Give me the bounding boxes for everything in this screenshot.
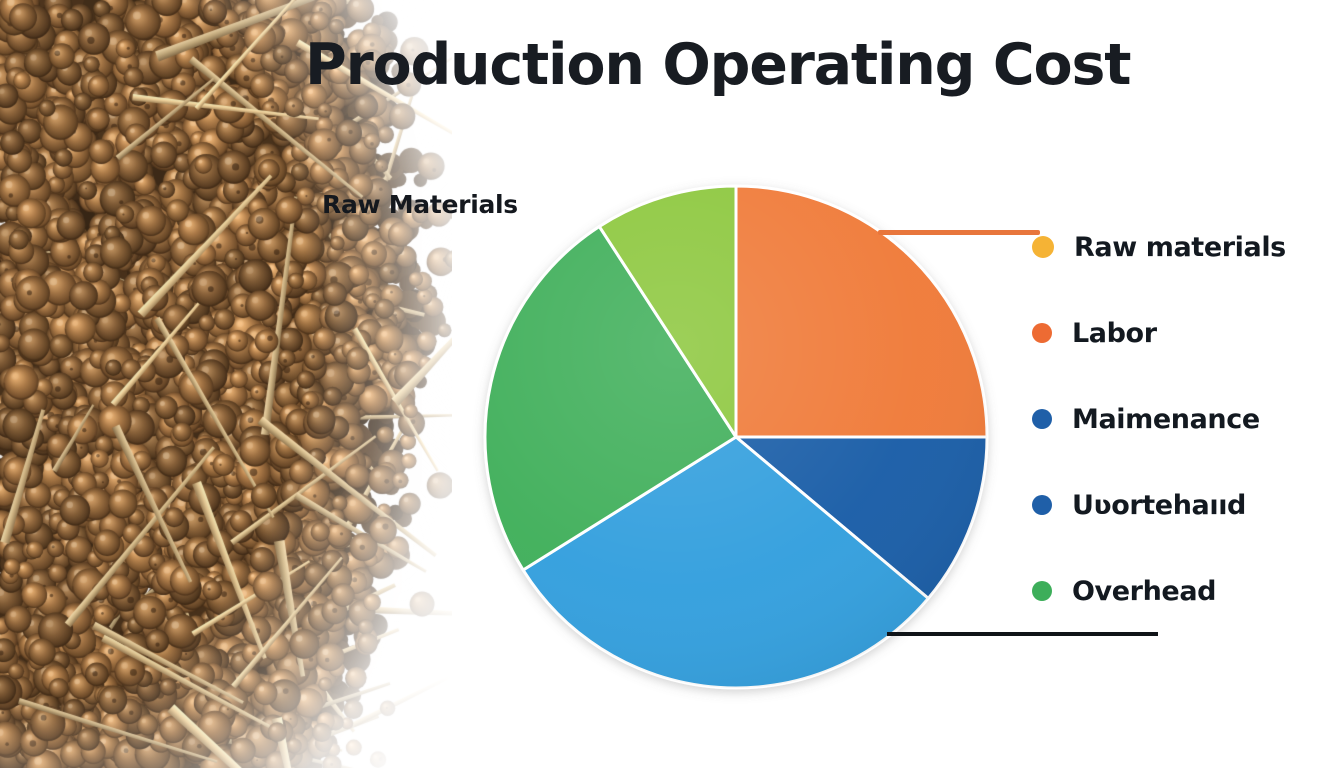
legend-item-maintenance[interactable]: Maimenance [1032, 376, 1332, 462]
leader-line [878, 230, 1040, 235]
page-title: Production Operating Cost [305, 32, 1131, 98]
feed-pellets-photo-canvas [0, 0, 452, 768]
pie-chart-svg [483, 184, 989, 690]
legend-label-maintenance: Maimenance [1072, 403, 1260, 435]
pie-annotation-label: Raw Materials [322, 190, 518, 219]
legend-label-overhead: Overhead [1072, 575, 1217, 607]
legend-dot-labor [1032, 323, 1052, 343]
legend-label-labor: Labor [1072, 317, 1157, 349]
pie-chart [470, 170, 1010, 710]
legend-dot-overhead [1032, 581, 1052, 601]
pie-slice-raw-materials[interactable] [734, 184, 989, 439]
feed-pellets-photo [0, 0, 452, 768]
legend-item-labor[interactable]: Labor [1032, 290, 1332, 376]
legend-item-raw-materials[interactable]: Raw materials [1032, 204, 1332, 290]
legend-item-overhead[interactable]: Overhead [1032, 548, 1332, 634]
legend-item-overhead-duplicate[interactable]: Uʋortehaııd [1032, 462, 1332, 548]
bottom-divider-rule [887, 632, 1158, 636]
legend-dot-overhead-duplicate [1032, 495, 1052, 515]
legend-dot-maintenance [1032, 409, 1052, 429]
legend-label-raw-materials: Raw materials [1074, 231, 1286, 263]
legend-dot-raw-materials [1032, 236, 1054, 258]
legend: Raw materials Labor Maimenance Uʋortehaı… [1032, 204, 1332, 634]
pie-slice-group [483, 184, 989, 690]
legend-label-overhead-duplicate: Uʋortehaııd [1072, 489, 1246, 521]
